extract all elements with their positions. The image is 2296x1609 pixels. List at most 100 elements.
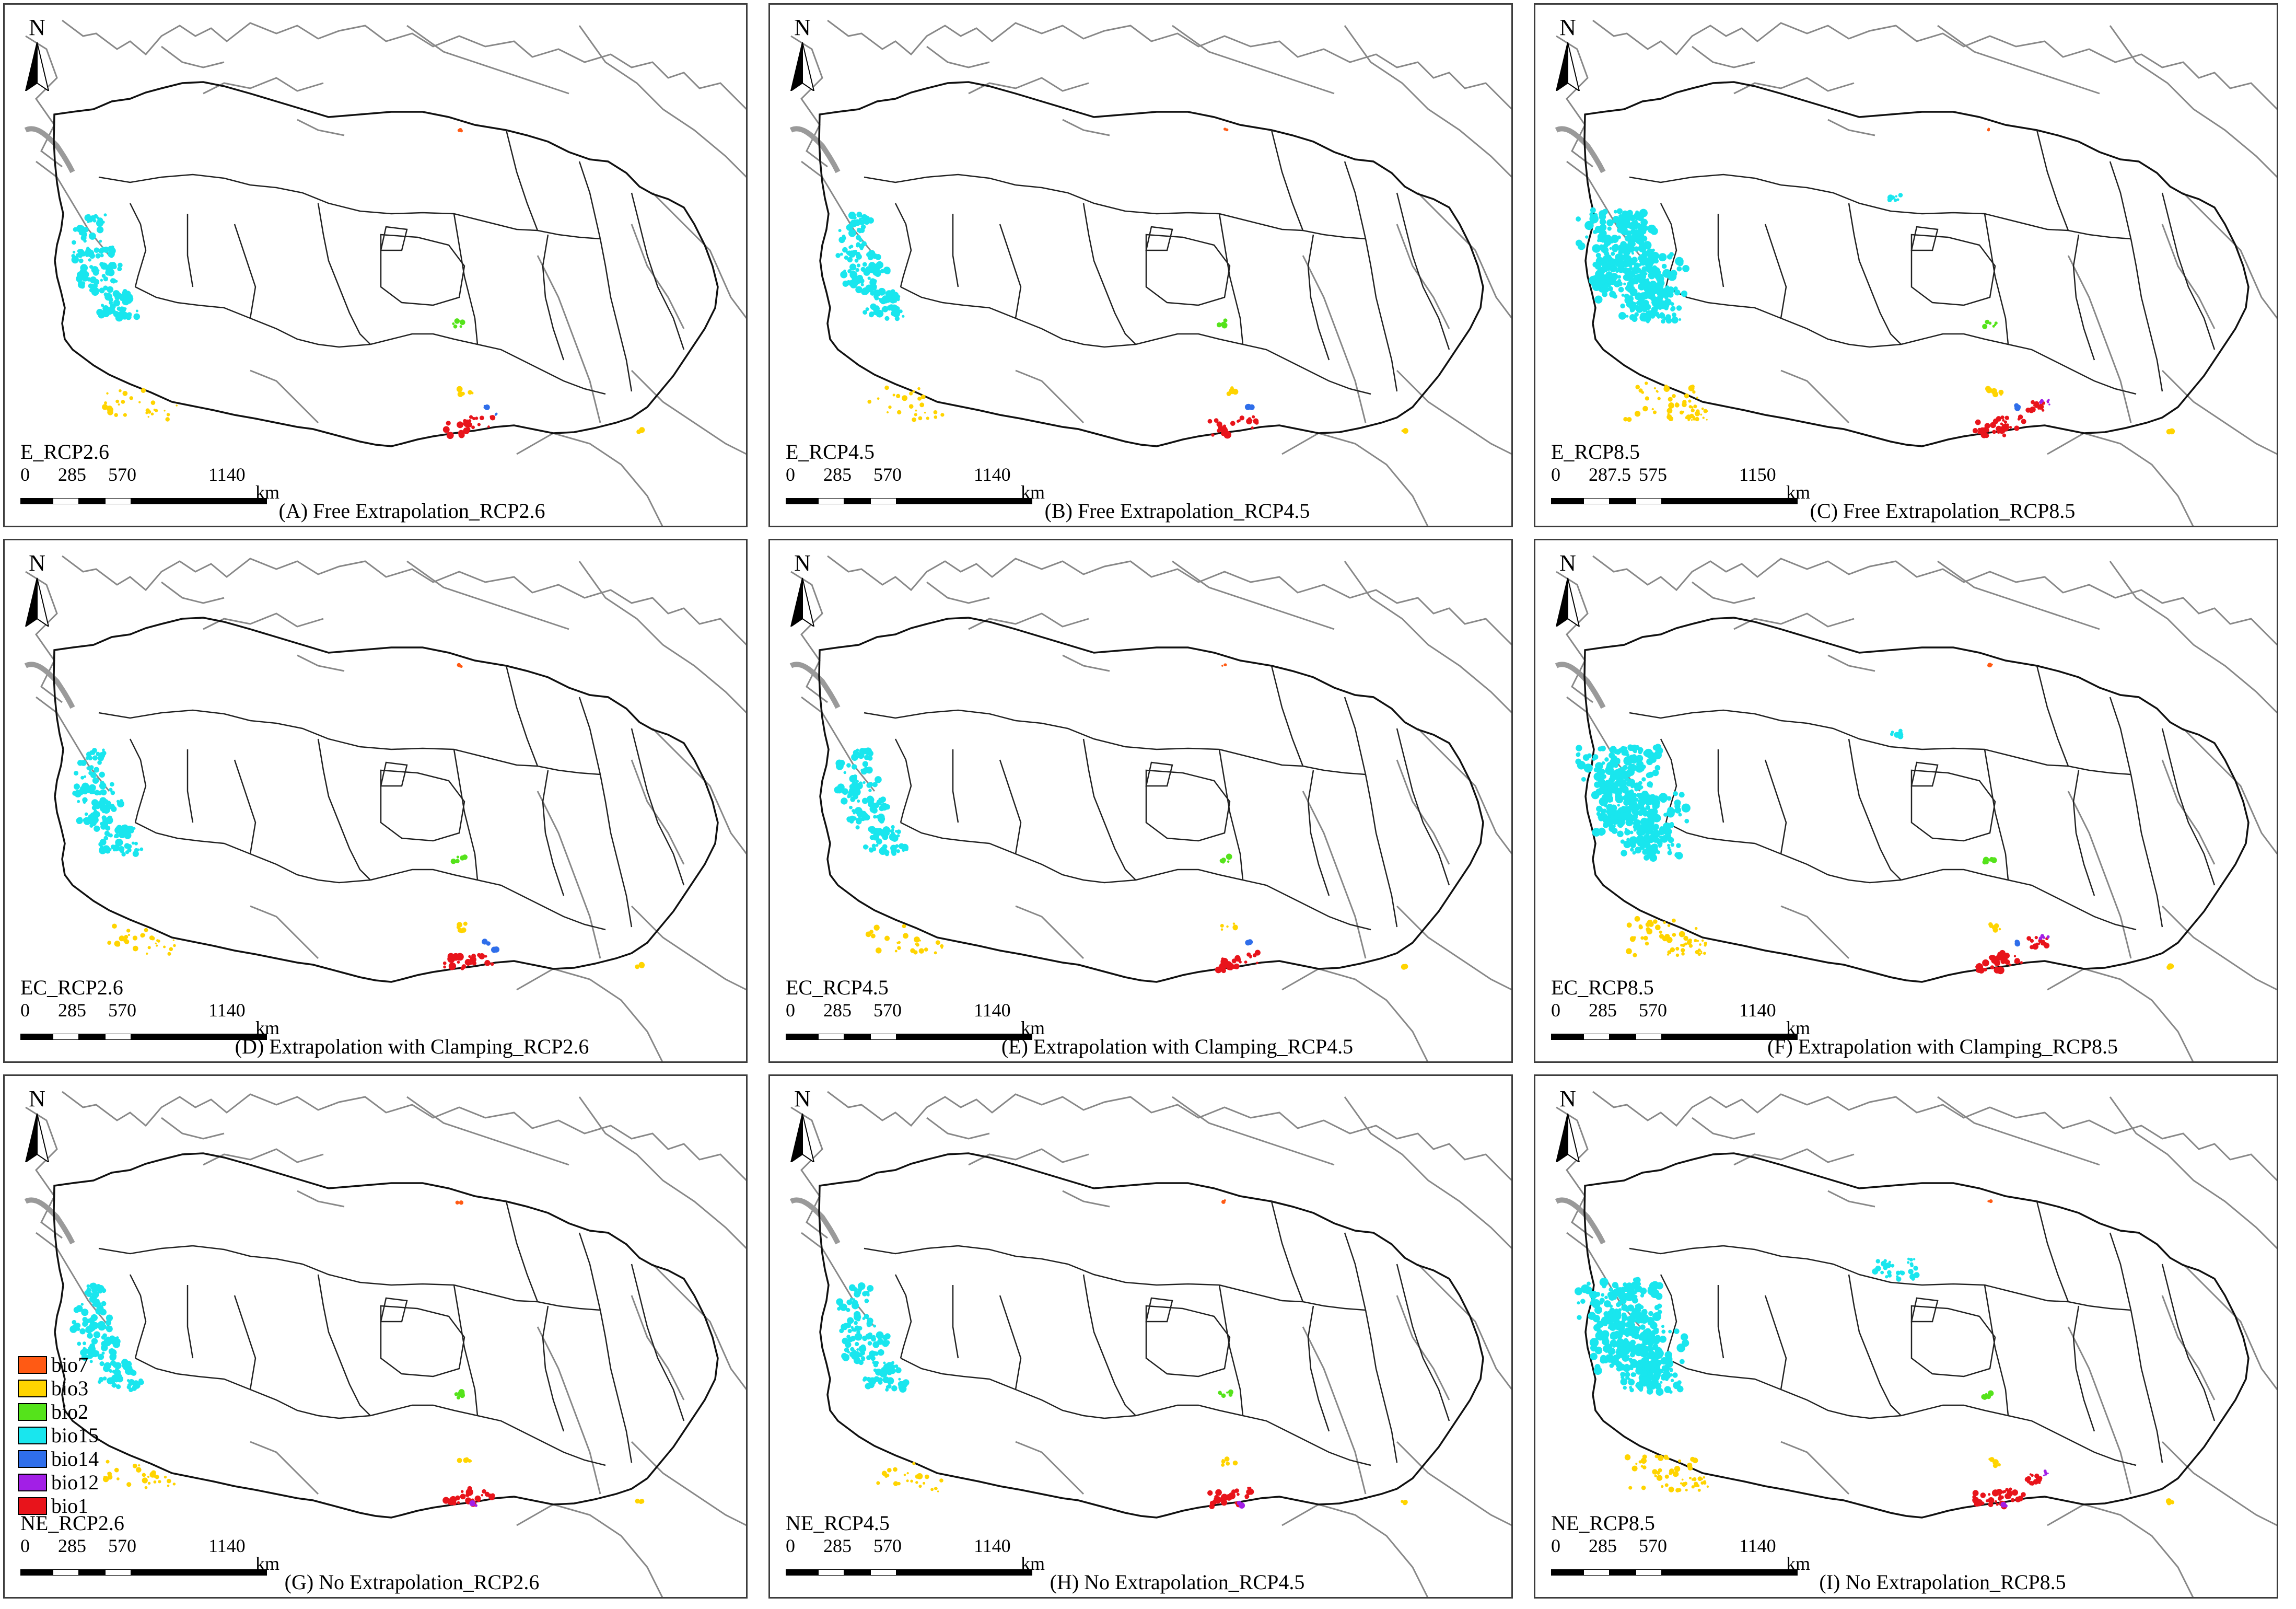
bio15-area: [1632, 804, 1637, 808]
bio3-area: [1641, 1485, 1646, 1490]
bio1-area: [482, 1489, 486, 1494]
bio15-area: [94, 790, 100, 796]
bio15-area: [84, 265, 88, 270]
bio2-area: [1982, 323, 1988, 329]
scale-segment: [1551, 1569, 1583, 1576]
bio3-area: [1226, 925, 1229, 928]
bio15-area: [1672, 312, 1676, 317]
bio15-area: [1627, 779, 1636, 786]
province-border: [2161, 192, 2216, 350]
bio15-area: [1602, 249, 1606, 253]
bio3-area: [1695, 416, 1699, 422]
bio15-area: [1890, 1264, 1893, 1267]
province-border: [1396, 1264, 1450, 1421]
bio15-area: [1641, 235, 1648, 242]
admin-border: [2161, 759, 2216, 865]
bio15-area: [1632, 1347, 1641, 1355]
bio15-area: [1616, 221, 1623, 228]
bio15-area: [101, 1301, 107, 1306]
bio15-area: [97, 1321, 106, 1329]
bio3-area: [876, 1481, 880, 1485]
admin-border: [406, 1096, 569, 1166]
bio15-area: [846, 763, 851, 768]
bio1-area: [2009, 1487, 2012, 1491]
bio15-area: [1674, 852, 1679, 856]
bio15-area: [861, 214, 868, 221]
bio15-area: [1600, 1357, 1606, 1364]
bio3-area: [912, 1462, 916, 1465]
bio15-area: [1658, 794, 1664, 801]
province-border: [1901, 1404, 2009, 1417]
north-arrow-icon: [790, 1113, 815, 1162]
bio3-area: [1687, 1462, 1693, 1468]
bio3-area: [147, 1475, 150, 1478]
north-arrow-icon: [1555, 42, 1580, 91]
bio15-area: [115, 1368, 119, 1372]
bio3-area: [150, 936, 155, 941]
bio15-area: [86, 1284, 90, 1288]
bio15-area: [108, 1369, 112, 1373]
bio15-area: [98, 842, 103, 847]
bio12-area: [2044, 1471, 2047, 1474]
bio1-area: [477, 423, 481, 426]
bio15-area: [99, 239, 102, 243]
bio15-area: [850, 1336, 856, 1341]
bio3-area: [1663, 921, 1666, 924]
scale-segment: [1610, 1569, 1636, 1576]
bio15-area: [1644, 303, 1647, 306]
province-border: [2036, 665, 2069, 767]
bio15-area: [896, 849, 900, 853]
bio15-area: [101, 1335, 106, 1340]
panel-caption: (H) No Extrapolation_RCP4.5: [1050, 1570, 1305, 1594]
bio15-area: [1641, 228, 1647, 235]
bio15-area: [1635, 1381, 1643, 1389]
scale-segment: [131, 1034, 267, 1040]
bio15-area: [1646, 758, 1653, 766]
province-border: [2072, 234, 2095, 361]
bio15-area: [1659, 835, 1663, 839]
bio1-area: [457, 960, 460, 964]
bio15-area: [1667, 833, 1671, 837]
bio15-area: [125, 314, 132, 320]
admin-border: [161, 1117, 225, 1140]
bio15-area: [93, 1331, 101, 1338]
admin-border: [161, 45, 225, 68]
bio3-area: [915, 943, 919, 947]
admin-border: [1302, 791, 1367, 959]
bio3-area: [906, 1479, 909, 1483]
bio15-area: [1616, 1323, 1624, 1330]
scale-segment: [1583, 498, 1610, 504]
bio3-area: [1677, 1459, 1682, 1463]
bio15-area: [865, 307, 869, 311]
bio3-area: [138, 1464, 141, 1467]
bio3-area: [1688, 399, 1692, 403]
map-panel-e: N EC_RCP4.5 0 285 570 1140 km (E) Extrapolation…: [768, 539, 1513, 1063]
bio3-area: [910, 1479, 913, 1483]
bio1-area: [2029, 1480, 2034, 1486]
scale-tick-label: 1140: [974, 1000, 1011, 1021]
plateau-boundary: [1583, 81, 2250, 447]
bio1-area: [1988, 1502, 1994, 1508]
bio7-area: [1225, 128, 1228, 131]
province-border: [250, 1255, 454, 1286]
bio15-area: [856, 818, 862, 825]
admin-border: [1780, 905, 1850, 959]
bio15-area: [1676, 1385, 1684, 1393]
bio15-area: [858, 1345, 866, 1353]
bio15-area: [1599, 785, 1608, 794]
bio3-area: [1696, 397, 1698, 399]
scale-tick-label: 285: [823, 1000, 852, 1021]
bio7-area: [459, 665, 461, 668]
river: [1555, 126, 1606, 173]
bio1-area: [469, 962, 472, 965]
bio15-area: [77, 281, 85, 288]
bio15-area: [1651, 843, 1658, 850]
bio1-area: [455, 1495, 460, 1501]
province-border: [1307, 1305, 1330, 1432]
bio3-area: [115, 399, 120, 403]
bio15-area: [76, 1305, 83, 1312]
province-border: [1764, 1295, 1787, 1390]
admin-border: [1281, 968, 1429, 1061]
bio1-area: [1230, 421, 1236, 426]
bio15-area: [882, 1335, 888, 1340]
